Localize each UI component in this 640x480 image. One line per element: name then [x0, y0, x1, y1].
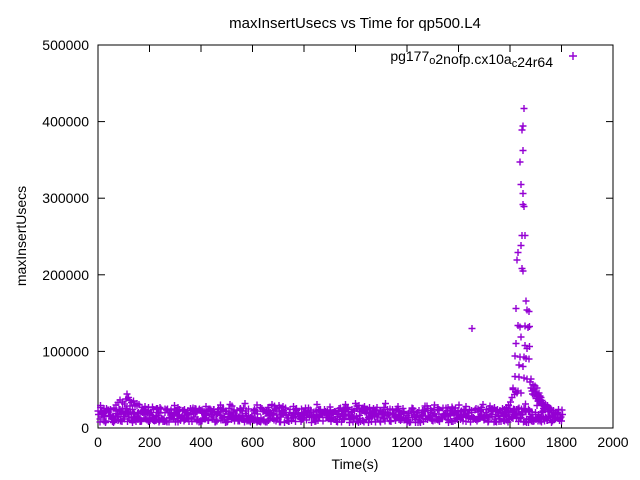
- plot-border: [97, 44, 614, 429]
- legend: pg177o2nofp.cx10ac24r64: [390, 48, 577, 70]
- x-tick-label-600: 600: [241, 434, 265, 450]
- scatter-points-pg177_o2nofp.cx10a_c24r64: [94, 105, 566, 426]
- legend-label-subscript: c: [512, 58, 518, 70]
- x-tick-label-400: 400: [189, 434, 213, 450]
- legend-label: pg177o2nofp.cx10ac24r64: [390, 48, 553, 70]
- legend-label-subscript: o: [429, 55, 435, 67]
- x-axis-label: Time(s): [332, 456, 379, 472]
- x-tick-label-200: 200: [138, 434, 162, 450]
- y-tick-label-300000: 300000: [42, 190, 89, 206]
- y-tick-label-100000: 100000: [42, 343, 89, 359]
- y-axis-label: maxInsertUsecs: [13, 186, 29, 286]
- legend-marker-plus: [569, 52, 577, 60]
- x-tick-label-1000: 1000: [340, 434, 371, 450]
- axes-layer: 0 200 400 600 800 1000 1200 1400 1600 1800 2000 0 10…: [42, 37, 628, 450]
- x-tick-label-1200: 1200: [391, 434, 422, 450]
- x-tick-label-800: 800: [292, 434, 316, 450]
- x-tick-label-2000: 2000: [597, 434, 628, 450]
- chart-title: maxInsertUsecs vs Time for qp500.L4: [229, 15, 481, 32]
- data-points-layer: [94, 105, 566, 426]
- y-tick-label-400000: 400000: [42, 114, 89, 130]
- y-tick-label-500000: 500000: [42, 37, 89, 53]
- x-tick-label-1800: 1800: [546, 434, 577, 450]
- y-tick-label-0: 0: [81, 420, 89, 436]
- x-tick-label-1600: 1600: [494, 434, 525, 450]
- x-tick-label-1400: 1400: [443, 434, 474, 450]
- y-tick-label-200000: 200000: [42, 267, 89, 283]
- x-tick-label-0: 0: [94, 434, 102, 450]
